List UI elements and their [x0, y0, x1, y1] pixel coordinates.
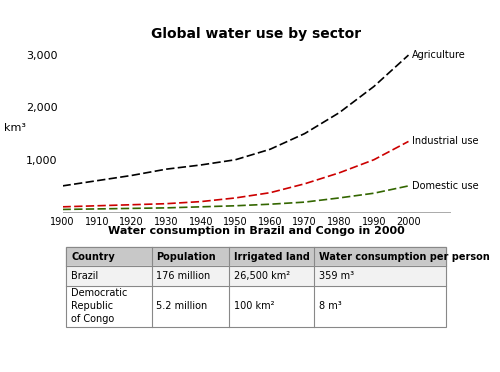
Text: Brazil: Brazil — [71, 271, 99, 281]
Text: Agriculture: Agriculture — [412, 50, 466, 60]
Y-axis label: km³: km³ — [4, 124, 26, 133]
Text: 26,500 km²: 26,500 km² — [234, 271, 290, 281]
Title: Global water use by sector: Global water use by sector — [151, 27, 362, 41]
Text: 100 km²: 100 km² — [234, 301, 274, 311]
Text: Population: Population — [156, 251, 216, 262]
Text: 5.2 million: 5.2 million — [156, 301, 208, 311]
Bar — [66, 266, 446, 286]
Text: 359 m³: 359 m³ — [319, 271, 354, 281]
Text: 8 m³: 8 m³ — [319, 301, 342, 311]
Text: Democratic
Republic
of Congo: Democratic Republic of Congo — [71, 288, 128, 324]
Text: Water consumption in Brazil and Congo in 2000: Water consumption in Brazil and Congo in… — [108, 226, 405, 236]
Bar — [66, 286, 446, 327]
Bar — [66, 247, 446, 266]
Text: Industrial use: Industrial use — [412, 137, 478, 147]
Bar — [66, 247, 446, 327]
Text: Water consumption per person: Water consumption per person — [319, 251, 490, 262]
Text: Irrigated land: Irrigated land — [234, 251, 310, 262]
Text: Country: Country — [71, 251, 115, 262]
Text: Domestic use: Domestic use — [412, 181, 478, 191]
Text: 176 million: 176 million — [156, 271, 210, 281]
